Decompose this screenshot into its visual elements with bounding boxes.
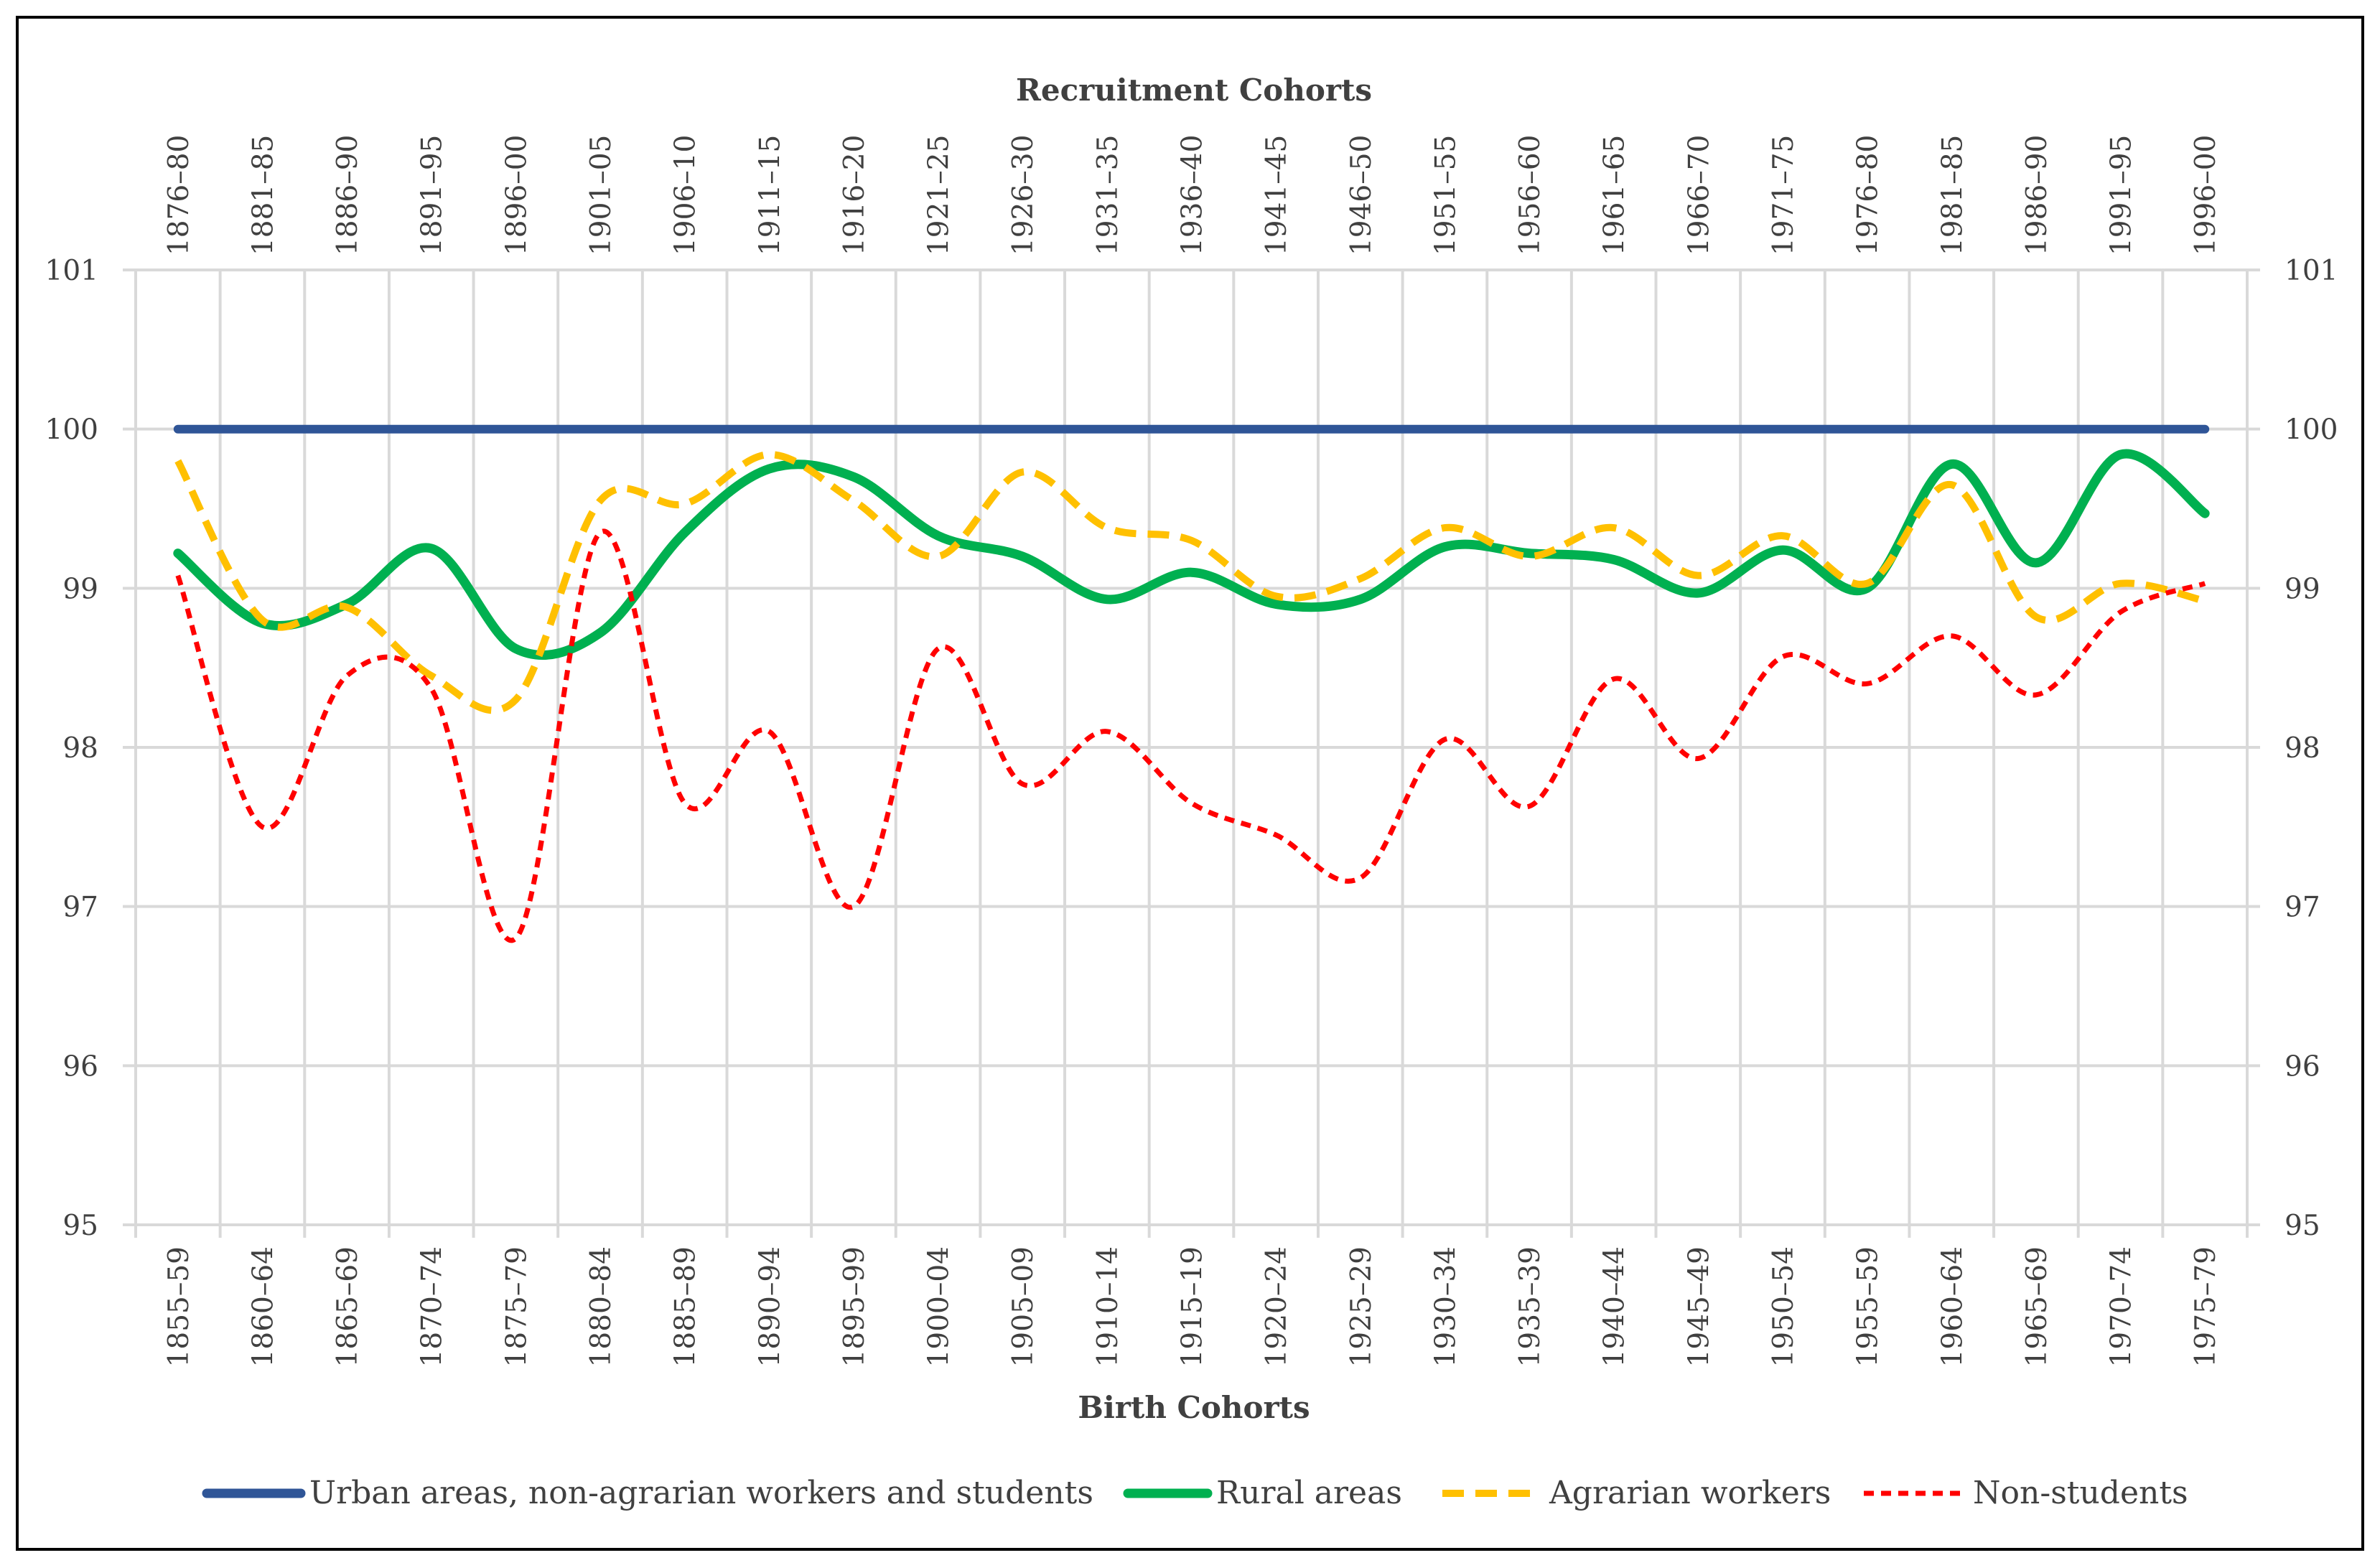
chart-frame: 95 95 96 96 97 97 98 98 99 99 100 100 101 101 1855–59 1… <box>16 16 2364 1551</box>
top-tick-label-16: 1956–60 <box>1514 135 1546 256</box>
top-tick-label-4: 1896–00 <box>500 135 533 256</box>
x-tick-label-0: 1855–59 <box>163 1246 195 1367</box>
x-tick-label-23: 1970–74 <box>2106 1246 2138 1367</box>
x-tick-label-5: 1880–84 <box>585 1246 617 1367</box>
x-tick-label-4: 1875–79 <box>500 1246 533 1367</box>
legend-label-1: Rural areas <box>1216 1475 1402 1511</box>
x-tick-label-10: 1905–09 <box>1007 1246 1040 1367</box>
y-tick-label-right-5: 100 <box>2285 414 2338 447</box>
y-tick-label-left-6: 101 <box>45 255 98 287</box>
y-tick-label-right-4: 99 <box>2285 573 2320 605</box>
top-axis-title: Recruitment Cohorts <box>1016 73 1372 108</box>
x-tick-label-1: 1860–64 <box>247 1246 279 1367</box>
tick-labels: 95 95 96 96 97 97 98 98 99 99 100 100 101 101 1855–59 1… <box>45 135 2338 1368</box>
x-tick-label-6: 1885–89 <box>670 1246 702 1367</box>
x-tick-label-21: 1960–64 <box>1936 1246 1969 1367</box>
x-tick-label-7: 1890–94 <box>754 1246 786 1367</box>
top-tick-label-18: 1966–70 <box>1683 135 1715 256</box>
y-tick-label-left-3: 98 <box>62 732 98 765</box>
chart: 95 95 96 96 97 97 98 98 99 99 100 100 101 101 1855–59 1… <box>45 73 2338 1511</box>
x-tick-label-12: 1915–19 <box>1177 1246 1209 1367</box>
top-tick-label-0: 1876–80 <box>163 135 195 256</box>
y-tick-label-right-6: 101 <box>2285 255 2338 287</box>
x-tick-label-2: 1865–69 <box>332 1246 364 1367</box>
x-tick-label-20: 1955–59 <box>1852 1246 1885 1367</box>
top-tick-label-5: 1901–05 <box>585 135 617 256</box>
y-tick-label-right-1: 96 <box>2285 1050 2320 1083</box>
legend-label-3: Non-students <box>1973 1475 2188 1511</box>
top-tick-label-10: 1926–30 <box>1007 135 1040 256</box>
x-tick-label-19: 1950–54 <box>1768 1246 1800 1367</box>
x-tick-label-11: 1910–14 <box>1092 1246 1124 1367</box>
series-line-2 <box>174 451 2206 714</box>
top-tick-label-17: 1961–65 <box>1599 135 1631 256</box>
x-tick-label-13: 1920–24 <box>1261 1246 1293 1367</box>
top-tick-label-14: 1946–50 <box>1345 135 1378 256</box>
x-axis-title: Birth Cohorts <box>1078 1390 1310 1425</box>
top-tick-label-15: 1951–55 <box>1429 135 1462 256</box>
legend: Urban areas, non-agrarian workers and st… <box>202 1475 2188 1511</box>
y-tick-label-left-1: 96 <box>62 1050 98 1083</box>
top-tick-label-23: 1991–95 <box>2106 135 2138 256</box>
series-line-1 <box>173 449 2210 661</box>
top-tick-label-21: 1981–85 <box>1936 135 1969 256</box>
y-tick-label-right-0: 95 <box>2285 1210 2320 1242</box>
x-tick-label-24: 1975–79 <box>2190 1246 2222 1367</box>
x-tick-label-22: 1965–69 <box>2021 1246 2053 1367</box>
series-lines <box>173 424 2210 943</box>
axes <box>123 269 2260 1238</box>
x-tick-label-17: 1940–44 <box>1599 1246 1631 1367</box>
top-tick-label-7: 1911–15 <box>754 135 786 256</box>
top-tick-label-11: 1931–35 <box>1092 135 1124 256</box>
top-tick-label-12: 1936–40 <box>1177 135 1209 256</box>
x-tick-label-14: 1925–29 <box>1345 1246 1378 1367</box>
y-tick-label-left-0: 95 <box>62 1210 98 1242</box>
series-line-3 <box>175 528 2206 943</box>
top-tick-label-9: 1921–25 <box>923 135 956 256</box>
top-tick-label-8: 1916–20 <box>839 135 871 256</box>
x-tick-label-18: 1945–49 <box>1683 1246 1715 1367</box>
x-tick-label-8: 1895–99 <box>839 1246 871 1367</box>
top-tick-label-3: 1891–95 <box>416 135 449 256</box>
top-tick-label-1: 1881–85 <box>247 135 279 256</box>
x-tick-label-16: 1935–39 <box>1514 1246 1546 1367</box>
top-tick-label-20: 1976–80 <box>1852 135 1885 256</box>
legend-label-0: Urban areas, non-agrarian workers and st… <box>309 1475 1093 1511</box>
top-tick-label-13: 1941–45 <box>1261 135 1293 256</box>
x-tick-label-3: 1870–74 <box>416 1246 449 1367</box>
top-tick-label-19: 1971–75 <box>1768 135 1800 256</box>
top-tick-label-6: 1906–10 <box>670 135 702 256</box>
top-tick-label-2: 1886–90 <box>332 135 364 256</box>
x-tick-label-9: 1900–04 <box>923 1246 956 1367</box>
y-tick-label-left-4: 99 <box>62 573 98 605</box>
top-tick-label-22: 1986–90 <box>2021 135 2053 256</box>
top-tick-label-24: 1996–00 <box>2190 135 2222 256</box>
legend-label-2: Agrarian workers <box>1549 1475 1831 1511</box>
y-tick-label-right-3: 98 <box>2285 732 2320 765</box>
y-tick-label-left-5: 100 <box>45 414 98 447</box>
x-tick-label-15: 1930–34 <box>1429 1246 1462 1367</box>
y-tick-label-left-2: 97 <box>62 892 98 924</box>
y-tick-label-right-2: 97 <box>2285 892 2320 924</box>
